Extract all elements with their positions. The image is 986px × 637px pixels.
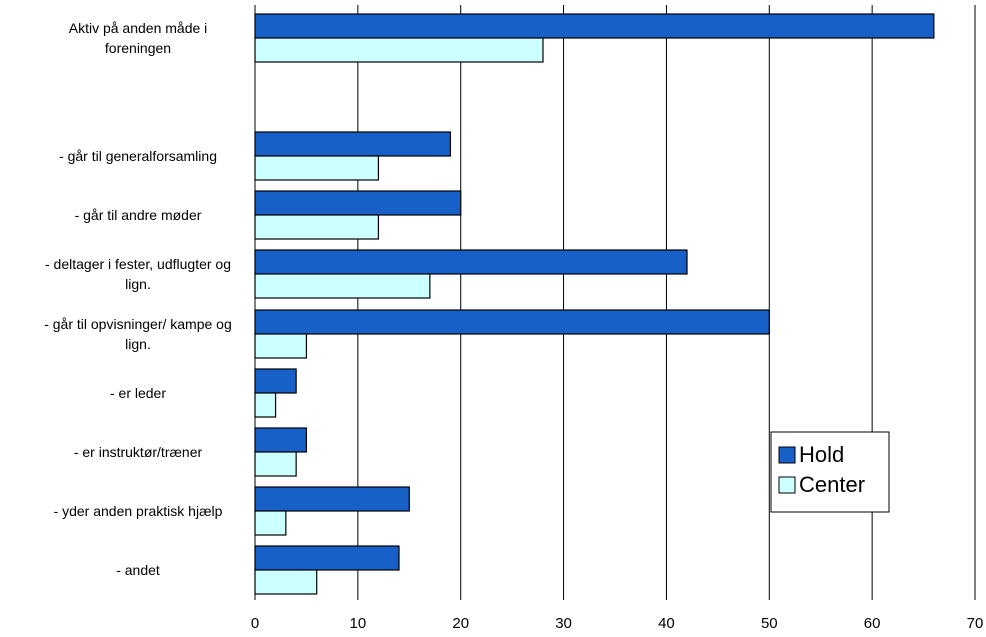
legend-box xyxy=(770,431,890,513)
bar-center-8 xyxy=(254,569,318,595)
bars xyxy=(254,13,935,595)
category-label-2-0: - går til andre møder xyxy=(75,207,202,223)
bar-hold-1 xyxy=(254,131,452,157)
category-labels: Aktiv på anden måde i foreningen - går til… xyxy=(44,20,232,578)
bar-hold-2 xyxy=(254,190,462,216)
category-label-8-0: - andet xyxy=(116,562,160,578)
bar-center-3 xyxy=(254,273,431,299)
x-tick-label-0: 0 xyxy=(251,615,259,632)
bar-center-4 xyxy=(254,333,308,359)
category-label-3-0: - deltager i fester, udflugter og xyxy=(45,256,231,272)
x-tick-label-70: 70 xyxy=(967,615,984,632)
category-label-6-0: - er instruktør/træner xyxy=(74,444,203,460)
category-label-0-0: Aktiv på anden måde i xyxy=(69,20,208,36)
legend-label-hold: Hold xyxy=(799,442,844,467)
bar-hold-0 xyxy=(254,13,935,39)
bar-hold-4 xyxy=(254,309,770,335)
legend-swatch-hold xyxy=(778,446,796,464)
bar-center-1 xyxy=(254,155,380,181)
legend-label-center: Center xyxy=(799,472,865,497)
x-tick-labels: 0 10 20 30 40 50 60 70 xyxy=(251,615,984,632)
x-tick-label-10: 10 xyxy=(350,615,367,632)
legend-swatch-center xyxy=(778,476,796,494)
legend: Hold Center xyxy=(770,431,890,513)
bar-center-6 xyxy=(254,451,297,477)
category-label-4-1: lign. xyxy=(125,336,151,352)
x-tick-label-30: 30 xyxy=(555,615,572,632)
bar-center-5 xyxy=(254,392,277,418)
category-label-5-0: - er leder xyxy=(110,385,166,401)
x-tick-label-50: 50 xyxy=(761,615,778,632)
category-label-4-0: - går til opvisninger/ kampe og xyxy=(44,316,232,332)
bar-center-0 xyxy=(254,37,544,63)
category-label-1-0: - går til generalforsamling xyxy=(59,148,217,164)
bar-center-7 xyxy=(254,510,287,536)
bar-center-2 xyxy=(254,214,380,240)
category-label-0-1: foreningen xyxy=(105,40,171,56)
x-tick-label-20: 20 xyxy=(452,615,469,632)
bar-hold-8 xyxy=(254,545,400,571)
x-tick-label-40: 40 xyxy=(658,615,675,632)
category-label-7-0: - yder anden praktisk hjælp xyxy=(54,503,223,519)
category-label-3-1: lign. xyxy=(125,276,151,292)
gridlines xyxy=(357,5,976,600)
bar-hold-6 xyxy=(254,427,308,453)
bar-hold-3 xyxy=(254,249,688,275)
bar-hold-7 xyxy=(254,486,410,512)
bar-hold-5 xyxy=(254,368,297,394)
x-tick-label-60: 60 xyxy=(864,615,881,632)
